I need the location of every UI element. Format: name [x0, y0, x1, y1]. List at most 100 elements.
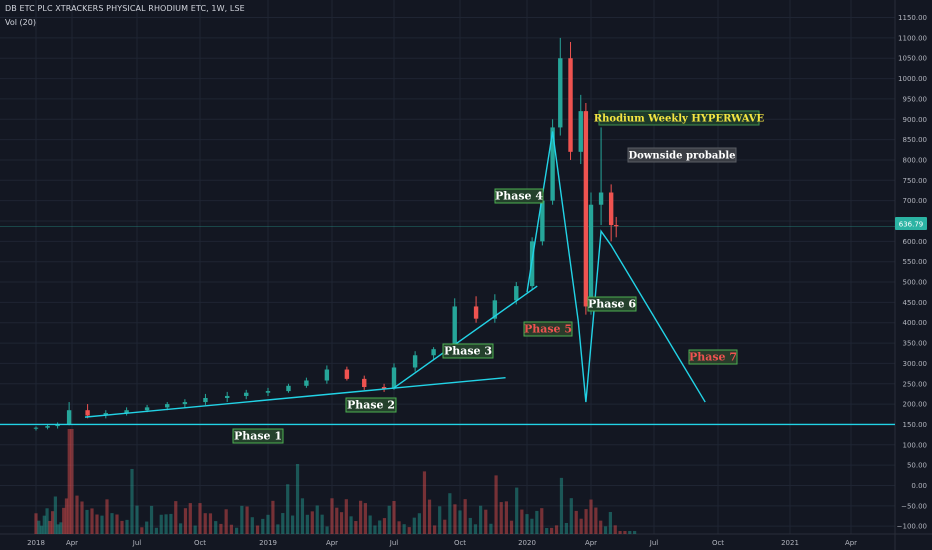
- volume-bar: [229, 524, 233, 534]
- candle-body: [225, 395, 230, 399]
- volume-bar: [443, 519, 447, 534]
- volume-bar: [613, 525, 617, 534]
- volume-bar: [59, 522, 63, 534]
- candle-body: [344, 369, 350, 379]
- volume-bar: [53, 496, 57, 534]
- volume-bar: [599, 520, 603, 534]
- price-tick-label: 0.00: [911, 482, 927, 490]
- price-tick-label: 1100.00: [898, 34, 927, 42]
- volume-bar: [407, 527, 411, 534]
- volume-bar: [198, 503, 202, 534]
- last-price-badge: 636.79: [895, 217, 927, 230]
- volume-bar: [584, 509, 588, 534]
- price-tick-label: 550.00: [903, 258, 928, 266]
- volume-bar: [520, 509, 524, 534]
- candle-body: [165, 404, 170, 408]
- time-axis[interactable]: 2018 Apr Jul Oct 2019 Apr Jul Oct 2020 Apr Jul Oct 2…: [27, 539, 857, 547]
- volume-bar: [281, 513, 285, 534]
- annotation-box: [442, 343, 494, 359]
- time-tick-label: 2020: [518, 539, 536, 547]
- volume-bar: [417, 513, 421, 534]
- volume-bar: [120, 520, 124, 534]
- price-tick-label: −100.00: [897, 523, 927, 531]
- candle-body: [608, 192, 614, 226]
- price-tick-label: 1050.00: [898, 55, 927, 63]
- volume-bar: [387, 505, 391, 534]
- time-tick-label: 2021: [781, 539, 799, 547]
- volume-bar: [125, 519, 129, 534]
- volume-bar: [594, 507, 598, 534]
- price-tick-label: 600.00: [903, 238, 928, 246]
- volume-bar: [550, 527, 554, 534]
- candle-body: [540, 200, 545, 242]
- volume-bar: [359, 500, 363, 534]
- volume-bar: [339, 512, 344, 534]
- volume-bar: [412, 517, 416, 534]
- price-tick-label: 900.00: [903, 116, 928, 124]
- volume-bar: [295, 464, 300, 534]
- volume-bar: [271, 500, 275, 534]
- volume-bar: [373, 525, 377, 534]
- volume-bar: [100, 515, 104, 534]
- annotation-label: Phase 3: [444, 345, 492, 358]
- volume-bar: [64, 498, 69, 534]
- candle-body: [33, 427, 39, 429]
- candle-body: [492, 300, 498, 319]
- candle-body: [124, 410, 129, 414]
- volume-indicator-label[interactable]: Vol (20): [5, 18, 36, 27]
- time-tick-label: Apr: [585, 539, 597, 547]
- volume-bar: [422, 471, 427, 534]
- volume-bar: [110, 513, 114, 534]
- volume-bar: [105, 499, 109, 534]
- candle-body: [85, 410, 90, 416]
- price-tick-label: 850.00: [903, 136, 928, 144]
- candle-body: [568, 58, 573, 152]
- annotation-label: Phase 5: [524, 323, 572, 336]
- volume-bar: [628, 531, 632, 534]
- volume-bar: [623, 531, 627, 534]
- volume-bar: [85, 509, 89, 534]
- volume-bar: [305, 514, 309, 534]
- candle-body: [324, 369, 330, 381]
- volume-bar: [344, 499, 348, 534]
- candle-body: [598, 192, 604, 205]
- volume-bar: [458, 510, 462, 534]
- chart-title: DB ETC PLC XTRACKERS PHYSICAL RHODIUM ET…: [5, 4, 245, 13]
- volume-bar: [149, 505, 154, 534]
- candle-body: [103, 413, 108, 416]
- price-axis[interactable]: 1150.00 1100.00 1050.00 1000.00 950.00 900.00…: [897, 14, 927, 531]
- volume-bar: [95, 514, 99, 534]
- volume-bar: [224, 509, 228, 534]
- trend-line-phase-4-5-6-7-wave: [526, 131, 706, 403]
- volume-bar: [499, 502, 503, 534]
- annotation-box: [688, 349, 738, 365]
- annotation-label: Downside probable: [628, 151, 735, 162]
- candle-body: [265, 391, 271, 393]
- candle-body: [614, 225, 619, 227]
- volume-bar: [261, 518, 265, 534]
- volume-bar: [300, 498, 305, 534]
- volume-bar: [320, 514, 324, 534]
- last-price-text: 636.79: [899, 221, 924, 229]
- volume-bar: [250, 517, 254, 534]
- volume-bar: [37, 520, 41, 534]
- annotation-label: Phase 6: [588, 298, 636, 311]
- volume-bar: [448, 493, 452, 534]
- volume-bar: [291, 515, 295, 534]
- volume-bar: [453, 504, 457, 534]
- volume-bar: [67, 429, 71, 534]
- volume-bar: [368, 515, 372, 534]
- volume-bar: [397, 521, 401, 534]
- time-tick-label: Apr: [66, 539, 78, 547]
- volume-bar: [535, 510, 539, 534]
- volume-bar: [349, 516, 353, 534]
- volume-bar: [174, 501, 178, 534]
- price-tick-label: 300.00: [903, 360, 928, 368]
- volume-bar: [145, 521, 149, 534]
- trend-line-phase-2-trendline: [84, 376, 506, 418]
- volume-bar: [335, 507, 339, 534]
- volume-bar: [315, 505, 319, 534]
- candle-body: [431, 349, 436, 356]
- price-tick-label: 200.00: [903, 401, 928, 409]
